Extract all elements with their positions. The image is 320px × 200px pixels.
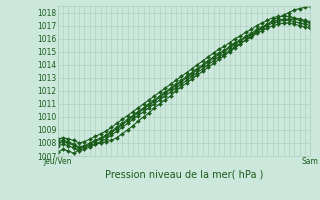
X-axis label: Pression niveau de la mer( hPa ): Pression niveau de la mer( hPa ) <box>105 169 263 179</box>
